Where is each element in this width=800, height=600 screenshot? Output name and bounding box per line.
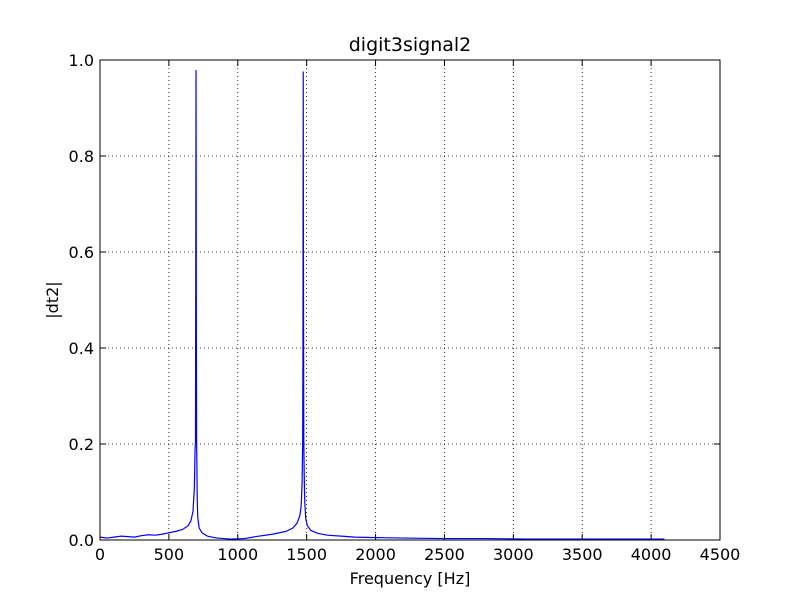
y-tick-label: 0.2	[69, 435, 94, 454]
x-tick-label: 500	[154, 545, 185, 564]
x-tick-label: 3000	[493, 545, 534, 564]
y-tick-label: 0.6	[69, 243, 94, 262]
y-axis-label: |dt2|	[43, 281, 62, 318]
x-tick-label: 1000	[217, 545, 258, 564]
series-layer	[99, 69, 665, 540]
x-tick-label: 4500	[700, 545, 741, 564]
y-tick-label: 0.8	[69, 147, 94, 166]
x-tick-label: 2500	[424, 545, 465, 564]
ticks: 0 500 1000 1500 2000 2500 3000 3500 4000 4500 0.0 0…	[69, 51, 741, 564]
series-line-0	[99, 69, 665, 540]
y-tick-label: 0.4	[69, 339, 94, 358]
x-tick-label: 0	[95, 545, 105, 564]
x-axis-label: Frequency [Hz]	[350, 569, 471, 588]
plot-frame	[99, 59, 721, 541]
y-tick-label: 0.0	[69, 531, 94, 550]
grid	[100, 60, 720, 540]
chart-title: digit3signal2	[349, 34, 472, 56]
x-tick-label: 2000	[355, 545, 396, 564]
x-tick-label: 3500	[562, 545, 603, 564]
x-tick-label: 1500	[286, 545, 327, 564]
x-tick-label: 4000	[631, 545, 672, 564]
y-tick-label: 1.0	[69, 51, 94, 70]
